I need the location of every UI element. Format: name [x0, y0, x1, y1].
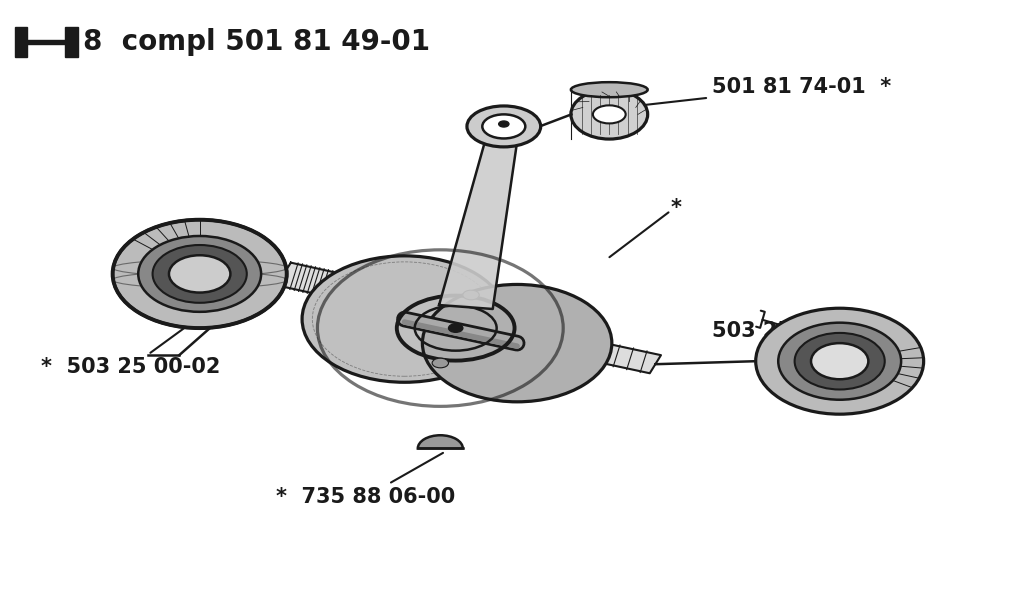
Ellipse shape	[482, 114, 525, 138]
Ellipse shape	[113, 220, 287, 328]
Ellipse shape	[153, 245, 247, 303]
FancyBboxPatch shape	[28, 40, 65, 44]
Circle shape	[499, 121, 509, 127]
Ellipse shape	[422, 285, 612, 402]
Polygon shape	[276, 262, 345, 297]
Ellipse shape	[302, 256, 507, 382]
Ellipse shape	[811, 343, 868, 379]
Polygon shape	[439, 137, 517, 309]
Text: 8  compl 501 81 49-01: 8 compl 501 81 49-01	[83, 28, 430, 56]
Text: 501 81 74-01  *: 501 81 74-01 *	[617, 77, 891, 108]
Ellipse shape	[467, 106, 541, 147]
Text: *: *	[671, 197, 682, 218]
Ellipse shape	[795, 333, 885, 389]
Text: *  735 88 06-00: * 735 88 06-00	[276, 453, 456, 507]
Text: *  503 25 00-02: * 503 25 00-02	[41, 305, 220, 377]
Ellipse shape	[756, 308, 924, 414]
Ellipse shape	[138, 236, 261, 312]
FancyBboxPatch shape	[14, 27, 28, 57]
Circle shape	[432, 358, 449, 368]
Wedge shape	[418, 435, 463, 448]
Polygon shape	[538, 331, 660, 373]
Ellipse shape	[593, 105, 626, 123]
Ellipse shape	[169, 255, 230, 293]
Ellipse shape	[778, 323, 901, 400]
Circle shape	[463, 290, 479, 300]
Text: 503 25 00-02  *: 503 25 00-02 *	[712, 311, 891, 341]
Ellipse shape	[571, 90, 647, 139]
FancyBboxPatch shape	[65, 27, 78, 57]
Ellipse shape	[571, 82, 647, 97]
Circle shape	[449, 324, 463, 332]
